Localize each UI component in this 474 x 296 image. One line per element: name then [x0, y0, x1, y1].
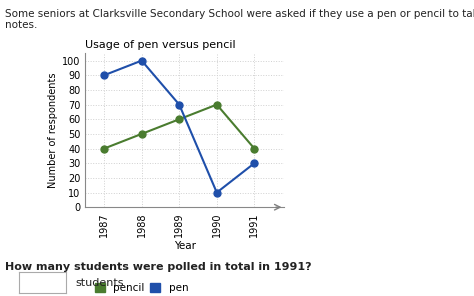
Text: Some seniors at Clarksville Secondary School were asked if they use a pen or pen: Some seniors at Clarksville Secondary Sc… — [5, 9, 474, 30]
Text: How many students were polled in total in 1991?: How many students were polled in total i… — [5, 262, 311, 272]
Legend: pencil, pen: pencil, pen — [91, 279, 192, 296]
Text: Usage of pen versus pencil: Usage of pen versus pencil — [85, 40, 236, 50]
Y-axis label: Number of respondents: Number of respondents — [48, 73, 58, 188]
Text: students: students — [76, 278, 124, 288]
X-axis label: Year: Year — [174, 241, 196, 251]
